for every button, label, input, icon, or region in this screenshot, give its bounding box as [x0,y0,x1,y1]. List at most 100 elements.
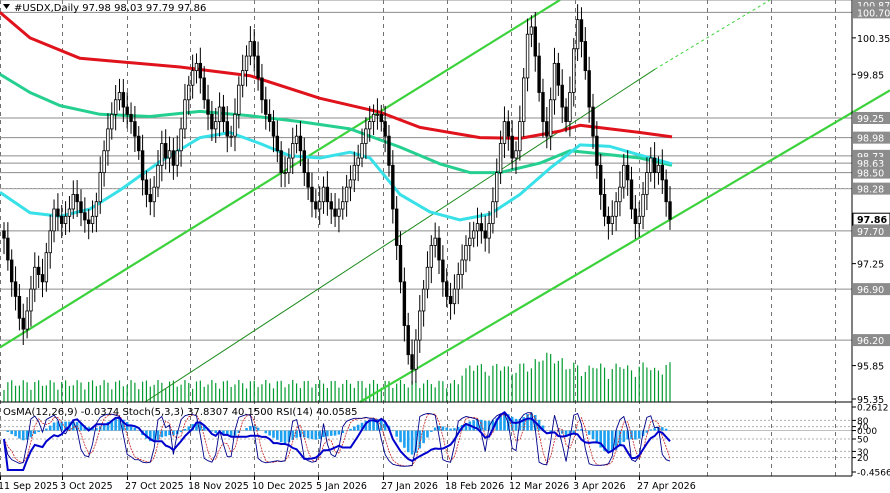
candle-body [568,92,572,123]
candle-body [152,186,156,203]
candle-body [583,41,588,72]
candle-body [33,266,37,290]
candle-body [398,245,403,283]
candle-body [198,62,203,79]
channel-line [0,0,561,349]
candle-body [456,274,460,290]
candle-body [117,92,122,101]
subpanel-axis-label: 80 [857,417,869,427]
candle-body [98,172,102,203]
candle-body [248,41,253,57]
price-axis-label: 97.25 [857,260,884,271]
price-axis-label-box [853,166,890,179]
candle-body [86,219,91,224]
candle-body [48,230,52,254]
candle-body [110,113,114,130]
candle-body [360,143,364,159]
candle-body [548,99,553,137]
price-axis-label-box [853,182,890,195]
candle-body [271,121,276,137]
time-axis-label: 27 Apr 2026 [637,481,696,492]
candle-body [183,99,187,130]
subpanel-axis-label: 30 [857,448,869,458]
candle-body [537,55,541,93]
candle-body [452,288,457,305]
candle-body [656,164,661,173]
price-axis-label: 98.50 [857,169,884,180]
candle-body [133,121,137,137]
candle-body [668,201,672,220]
price-axis-label-box [853,111,890,124]
candle-body [179,128,183,152]
candle-body [375,113,380,116]
candle-body [525,33,530,79]
price-axis: 100.87100.70100.3599.8599.2598.9898.7398… [852,0,890,406]
candle-body [610,215,614,224]
subpanel-axis-label: -0.4566 [857,469,890,479]
candle-body [287,157,291,173]
candle-body [214,121,218,130]
candle-body [163,143,168,159]
moving-averages [0,11,673,222]
candle-body [387,135,391,166]
price-axis-label: 100.35 [857,34,890,45]
candle-body [421,288,426,312]
candle-body [233,113,237,137]
price-axis-label: 98.28 [857,185,884,196]
candle-body [90,215,95,224]
candle-body [171,150,176,166]
candle-body [475,223,480,232]
candle-body [371,113,376,123]
candle-body [637,215,641,224]
volume-bars [3,352,671,402]
candle-body [602,194,607,217]
price-axis-label-box [853,0,890,11]
candle-body [283,172,287,174]
candle-body [564,106,568,123]
symbol-header: #USDX,Daily 97.98 98.03 97.79 97.86 [14,3,206,14]
candle-body [587,70,591,108]
candle-body [364,128,368,144]
candle-body [652,157,657,173]
candle-body [252,41,256,57]
candle-body [229,135,233,138]
price-axis-label-box [853,224,890,237]
candle-body [341,201,345,210]
candle-body [67,208,72,217]
candle-body [237,84,241,115]
candle-body [63,215,68,224]
candle-body [556,62,561,86]
candle-body [599,164,603,195]
candle-body [391,164,395,210]
candle-body [56,208,60,217]
price-axis-label: 97.86 [857,215,887,226]
candle-body [302,150,306,173]
candle-body [629,179,634,210]
candle-body [206,99,210,115]
osma-histogram [6,412,672,455]
trend-line [654,0,771,70]
time-axis-label: 11 Sep 2025 [0,481,58,492]
candle-body [625,164,630,181]
candle-body [429,245,434,268]
price-axis-label: 96.20 [857,336,884,347]
candle-body [244,55,249,72]
candle-body [40,274,45,283]
candle-body [25,310,29,330]
candle-body [75,194,79,203]
candle-body [279,150,283,173]
subpanel-axis-label: 0.00 [857,427,877,437]
candle-body [441,259,445,283]
candle-body [560,84,564,108]
candle-body [464,245,468,261]
candle-body [545,121,549,137]
price-axis-label: 98.63 [857,159,884,170]
time-axis-label: 3 Apr 2026 [573,481,626,492]
stochastic-signal-line [3,412,671,467]
candle-body [502,121,507,144]
price-axis-label-box [853,283,890,296]
candle-body [606,215,611,224]
candle-body [144,179,149,195]
candle-body [495,172,499,203]
